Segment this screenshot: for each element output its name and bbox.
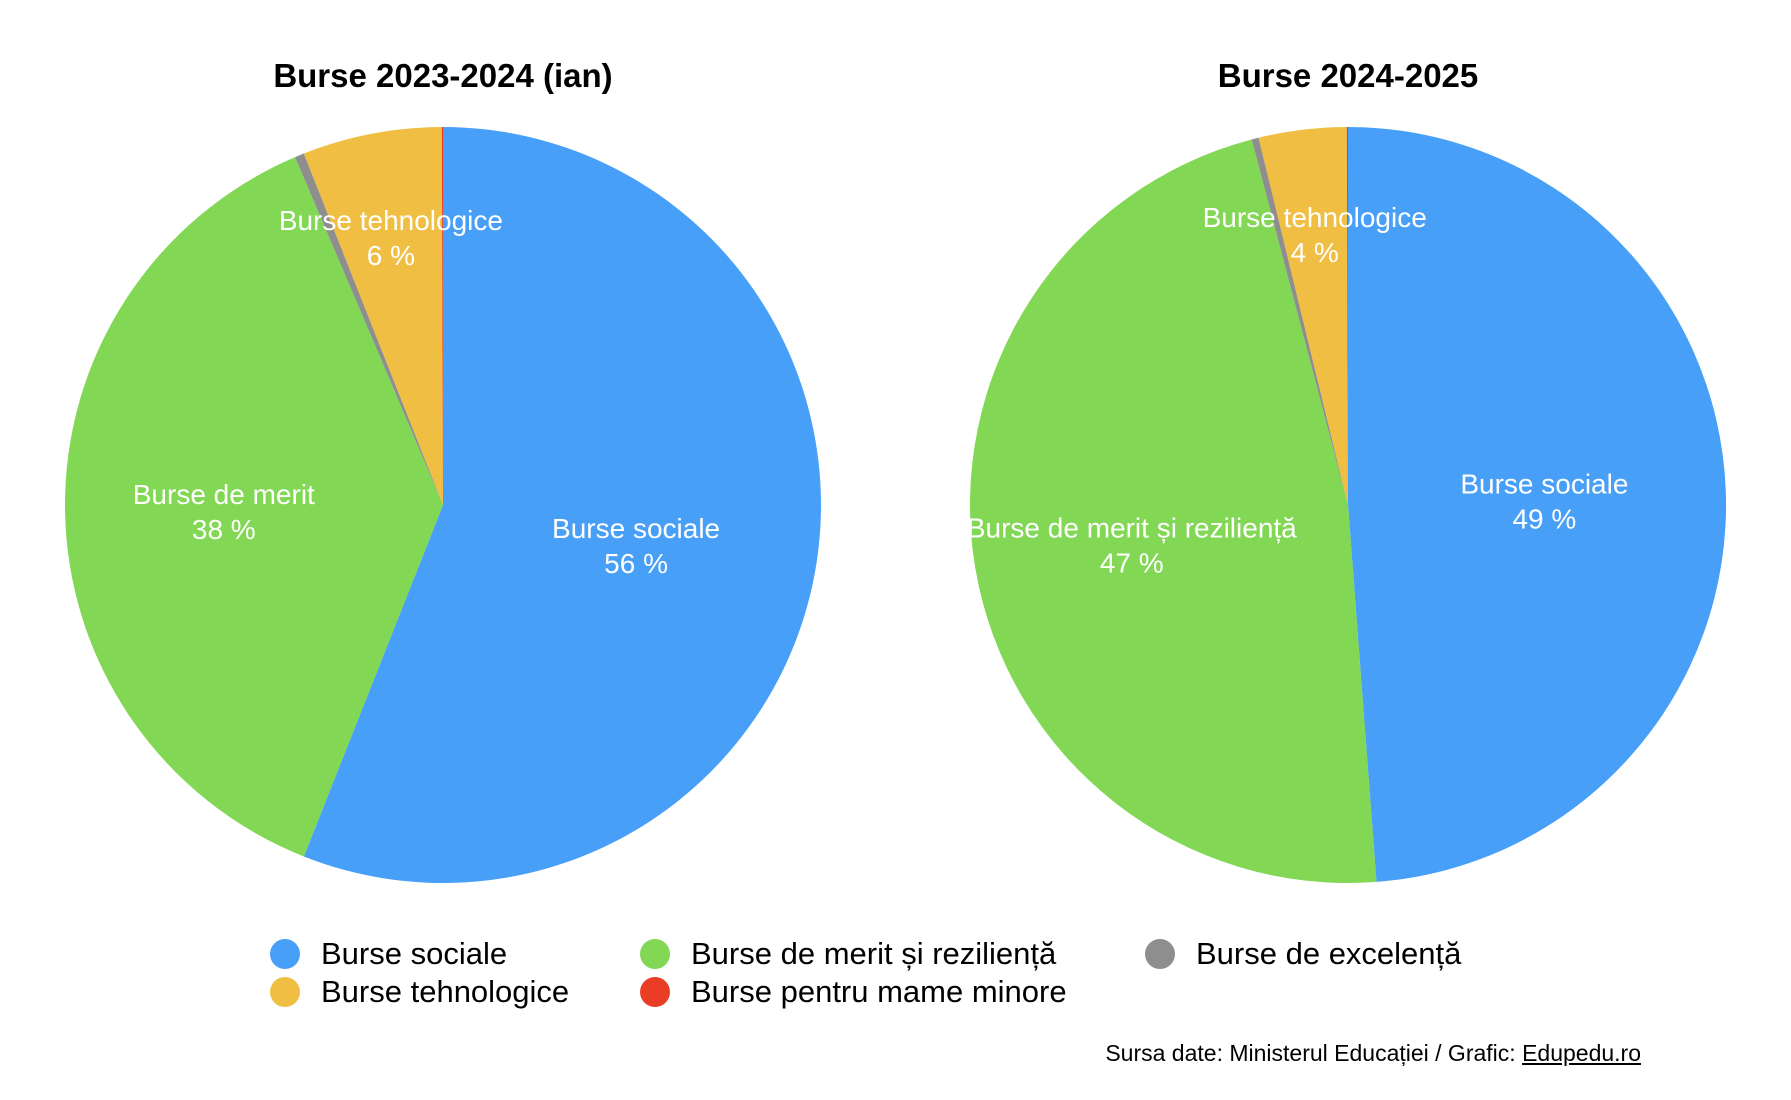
pie-slice-burse-tehnologice (303, 127, 443, 505)
legend-label: Burse pentru mame minore (691, 974, 1067, 1009)
slice-percent: 49 % (1512, 504, 1576, 535)
source-link[interactable]: Edupedu.ro (1522, 1040, 1641, 1066)
chart-title: Burse 2024-2025 (1218, 57, 1479, 94)
pie-slice-burse-sociale (1348, 126, 1727, 882)
slice-label: Burse tehnologice (279, 205, 503, 236)
pie-slice-burse-tehnologice (1258, 127, 1348, 505)
slice-label: Burse sociale (1460, 469, 1628, 500)
slice-label: Burse de merit și reziliență (967, 512, 1297, 543)
slice-percent: 4 % (1291, 237, 1339, 268)
legend-label: Burse de merit și reziliență (691, 936, 1057, 971)
legend-dot-merit (640, 939, 670, 969)
pie-slice-burse-de-excelenta (1251, 137, 1348, 505)
slice-percent: 38 % (192, 514, 256, 545)
slice-label: Burse tehnologice (1203, 202, 1427, 233)
pie-slice-burse-de-excelenta (295, 153, 443, 506)
source-text: Sursa date: Ministerul Educației / Grafi… (1105, 1040, 1523, 1066)
pie-chart-1: Burse 2023-2024 (ian) Burse sociale 56 % Bu… (64, 57, 821, 883)
slice-percent: 6 % (367, 240, 415, 271)
pie-slice-burse-sociale (303, 127, 821, 883)
legend-dot-mame-minore (640, 977, 670, 1007)
legend-label: Burse tehnologice (321, 974, 570, 1009)
source-note: Sursa date: Ministerul Educației / Grafi… (1105, 1040, 1641, 1067)
slice-percent: 47 % (1100, 547, 1164, 578)
slice-label: Burse de merit (133, 479, 315, 510)
legend: Burse sociale Burse de merit și rezilien… (270, 935, 1530, 1025)
legend-label: Burse de excelență (1196, 936, 1462, 971)
legend-item-excelenta: Burse de excelență (1145, 935, 1530, 973)
legend-label: Burse sociale (321, 936, 508, 971)
legend-dot-tehnologice (270, 977, 300, 1007)
pie-slice-burse-de-merit-si-rezilienta (64, 157, 443, 857)
legend-dot-sociale (270, 939, 300, 969)
slice-percent: 56 % (604, 548, 668, 579)
pie-chart-2: Burse 2024-2025 Burse sociale 49 % Burse de… (967, 57, 1727, 884)
pie-slice-burse-pentru-mame-minore (441, 126, 443, 506)
legend-item-tehnologice: Burse tehnologice (270, 973, 640, 1011)
legend-item-mame-minore: Burse pentru mame minore (640, 973, 1145, 1011)
slice-label: Burse sociale (552, 513, 720, 544)
legend-item-sociale: Burse sociale (270, 935, 640, 973)
pie-slice-burse-pentru-mame-minore (1346, 126, 1348, 506)
legend-item-merit: Burse de merit și reziliență (640, 935, 1145, 973)
pie-slice-burse-de-merit-si-rezilienta (969, 139, 1377, 884)
legend-dot-excelenta (1145, 939, 1175, 969)
chart-title: Burse 2023-2024 (ian) (273, 57, 612, 94)
